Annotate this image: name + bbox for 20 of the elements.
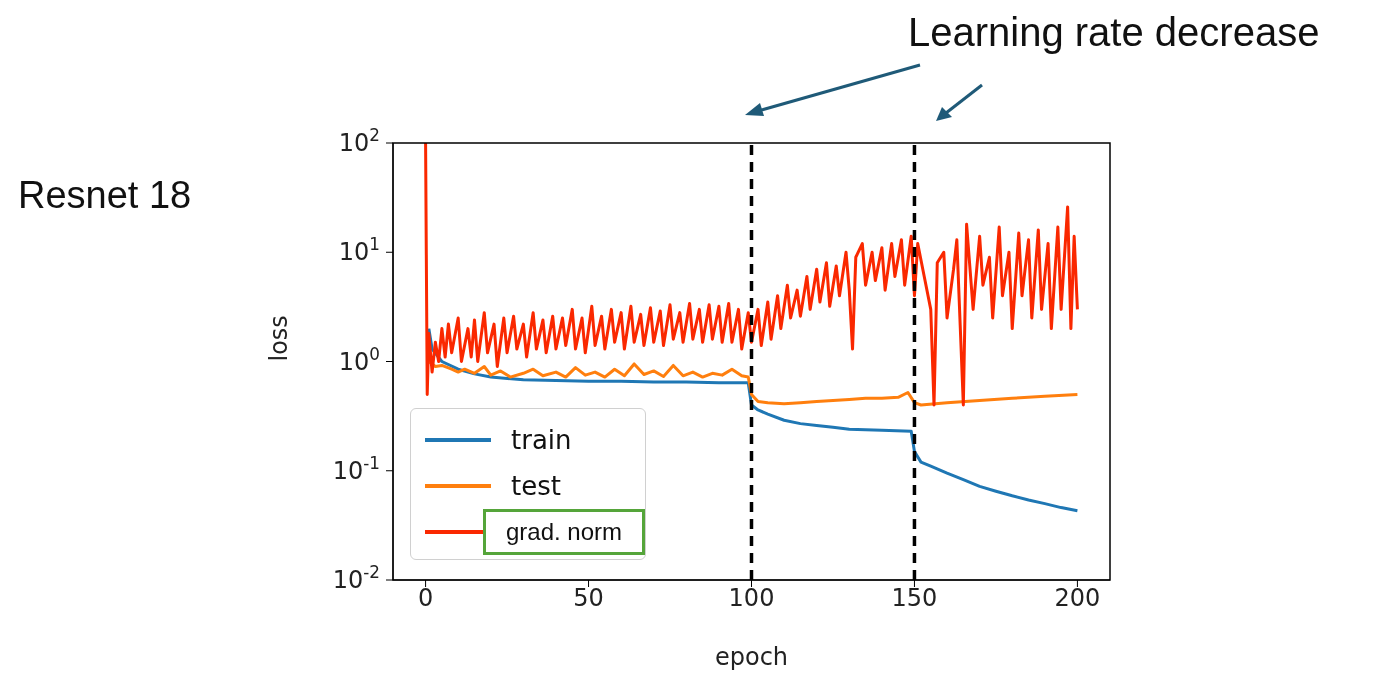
x-tick-label: 0	[417, 584, 434, 613]
y-axis-title: loss	[264, 315, 293, 362]
y-tick-label: 10$^{0}$	[338, 343, 380, 376]
legend-label: train	[511, 425, 572, 455]
legend-label: grad. norm	[505, 518, 622, 545]
y-tick-label: 10$^{-2}$	[332, 562, 380, 594]
x-tick-label: 100	[728, 584, 775, 613]
text: Resnet 18	[18, 174, 192, 217]
text-frame: grad. norm	[482, 509, 645, 555]
line-series	[427, 327, 1079, 513]
y-tick-label: 10$^{1}$	[338, 234, 380, 267]
x-tick-label: 200	[1054, 584, 1101, 613]
y-tick-label: 10$^{2}$	[338, 125, 380, 157]
text: Learning rate decrease	[908, 10, 1320, 55]
x-axis-title: epoch	[714, 643, 789, 671]
legend-label: test	[511, 471, 561, 501]
x-tick-label: 150	[891, 584, 938, 613]
y-tick-label: 10$^{-1}$	[332, 452, 380, 485]
line-series	[424, 143, 1079, 407]
x-tick-label: 50	[573, 584, 604, 613]
